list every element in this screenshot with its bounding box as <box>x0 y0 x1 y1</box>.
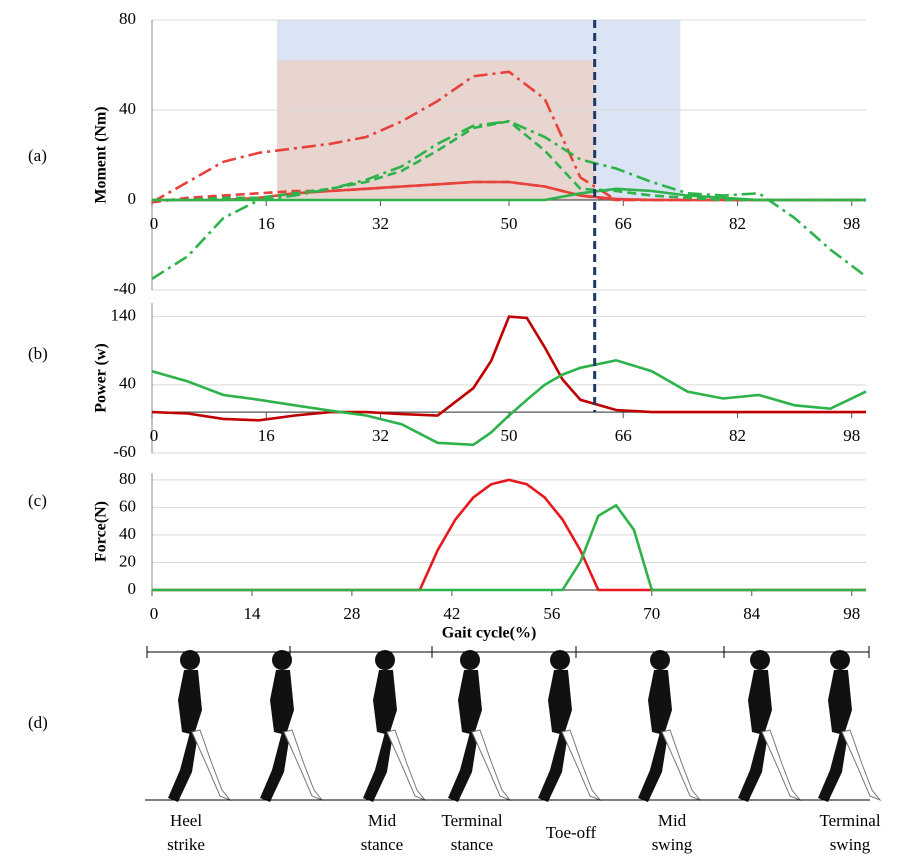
phase-label: Mid stance <box>361 811 403 854</box>
x-tick-label: 82 <box>729 426 746 445</box>
phase-label: Terminal swing <box>819 811 880 854</box>
phase-label: Mid swing <box>652 811 693 854</box>
x-tick-label: 84 <box>743 604 761 623</box>
x-tick-label: 0 <box>150 214 159 233</box>
series-line <box>151 358 867 447</box>
phase-label-line: strike <box>167 835 205 854</box>
phase-label-line: Terminal <box>819 811 880 830</box>
x-axis-title: Gait cycle(%) <box>442 625 537 642</box>
phase-label-line: Toe-off <box>546 823 597 842</box>
phase-label-line: swing <box>652 835 693 854</box>
y-tick-label: -40 <box>113 279 136 298</box>
gait-figures <box>168 650 880 802</box>
shaded-region <box>276 60 595 200</box>
series-line <box>151 70 866 204</box>
x-tick-label: 28 <box>343 604 360 623</box>
x-tick-label: 98 <box>843 604 860 623</box>
x-tick-label: 0 <box>150 604 159 623</box>
series-line <box>152 187 866 202</box>
x-tick-label: 82 <box>729 214 746 233</box>
phase-label-line: swing <box>830 835 871 854</box>
y-tick-label: -60 <box>113 442 136 461</box>
y-tick-label: 80 <box>119 9 136 28</box>
phase-label-line: stance <box>361 835 403 854</box>
phase-label-line: stance <box>451 835 493 854</box>
phase-label-line: Heel <box>170 811 202 830</box>
y-tick-label: 80 <box>119 469 136 488</box>
phase-label-line: Mid <box>658 811 687 830</box>
x-tick-label: 14 <box>243 604 261 623</box>
x-tick-label: 32 <box>372 426 389 445</box>
x-tick-label: 98 <box>843 214 860 233</box>
x-tick-label: 70 <box>643 604 660 623</box>
x-tick-label: 50 <box>501 426 518 445</box>
phase-label-line: Terminal <box>441 811 502 830</box>
x-tick-label: 16 <box>258 214 275 233</box>
x-tick-label: 98 <box>843 426 860 445</box>
panel-label: (b) <box>28 344 48 363</box>
y-axis-title: Moment (Nm) <box>93 106 110 203</box>
phase-label: Toe-off <box>546 823 597 842</box>
y-tick-label: 40 <box>119 374 136 393</box>
x-tick-label: 66 <box>615 214 632 233</box>
series-line <box>151 315 866 422</box>
x-tick-label: 16 <box>258 426 275 445</box>
phase-label: Terminal stance <box>441 811 502 854</box>
y-tick-label: 20 <box>119 551 136 570</box>
x-tick-label: 42 <box>443 604 460 623</box>
y-tick-label: 0 <box>128 189 137 208</box>
x-tick-label: 0 <box>150 426 159 445</box>
y-tick-label: 140 <box>111 306 137 325</box>
series-line <box>152 503 866 592</box>
y-axis-title: Power (w) <box>93 343 110 412</box>
panel-label: (c) <box>28 491 47 510</box>
y-axis-title: Force(N) <box>93 501 110 562</box>
gait-bracket <box>145 646 870 801</box>
y-tick-label: 40 <box>119 99 136 118</box>
x-tick-label: 50 <box>501 214 518 233</box>
phase-label-line: Mid <box>368 811 397 830</box>
x-tick-label: 66 <box>615 426 632 445</box>
x-tick-label: 56 <box>543 604 560 623</box>
panel-label: (d) <box>28 713 48 732</box>
y-tick-label: 40 <box>119 524 136 543</box>
y-tick-label: 60 <box>119 496 136 515</box>
y-tick-label: 0 <box>128 579 137 598</box>
phase-label: Heel strike <box>167 811 205 854</box>
panel-label: (a) <box>28 146 47 165</box>
x-tick-label: 32 <box>372 214 389 233</box>
